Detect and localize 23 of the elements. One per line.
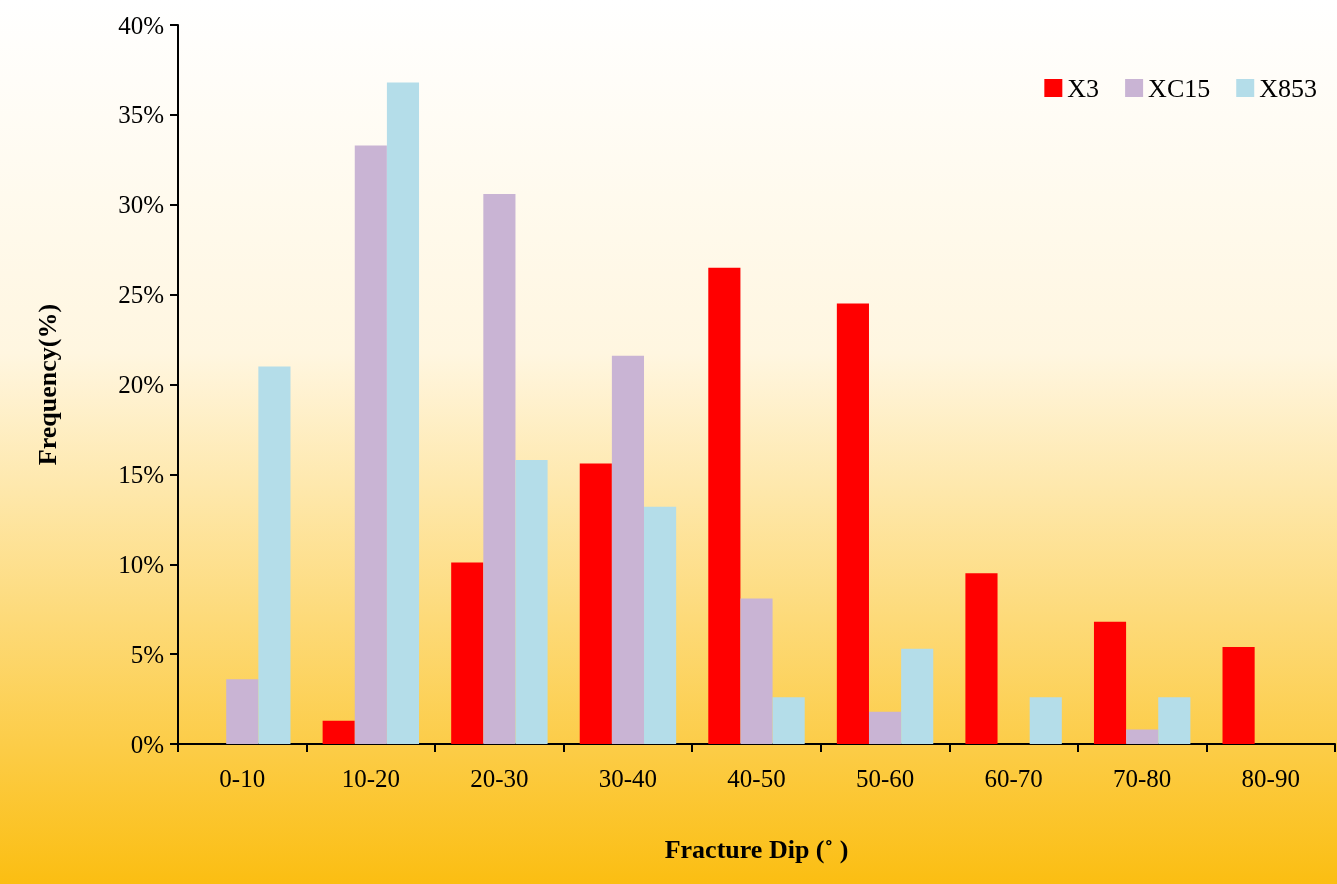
x-tick-label: 70-80	[1113, 765, 1172, 792]
y-tick-label: 5%	[130, 640, 164, 668]
x-axis-title: Fracture Dip (˚ )	[664, 834, 849, 864]
y-tick-label: 40%	[118, 11, 164, 39]
x-tick-label: 30-40	[598, 765, 658, 792]
y-tick-label: 30%	[118, 191, 164, 219]
x-tick-label: 50-60	[855, 765, 915, 792]
x-tick-label: 80-90	[1241, 765, 1300, 792]
x-tick-label: 40-50	[727, 765, 786, 792]
y-axis-title: Frequency(%)	[32, 303, 62, 466]
x-tick-label: 10-20	[341, 765, 400, 792]
y-tick-label: 15%	[118, 460, 164, 488]
x-tick-label: 20-30	[470, 765, 529, 792]
y-tick-label: 20%	[118, 371, 164, 398]
x-tick-label: 60-70	[984, 765, 1043, 792]
legend-label: XC15	[1148, 73, 1211, 103]
x-tick-label: 0-10	[219, 765, 266, 792]
legend-label: X3	[1067, 73, 1100, 103]
y-tick-label: 25%	[118, 281, 164, 309]
y-tick-label: 0%	[130, 730, 164, 758]
y-tick-label: 10%	[118, 550, 164, 578]
legend-label: X853	[1259, 73, 1317, 103]
y-tick-label: 35%	[118, 101, 164, 129]
